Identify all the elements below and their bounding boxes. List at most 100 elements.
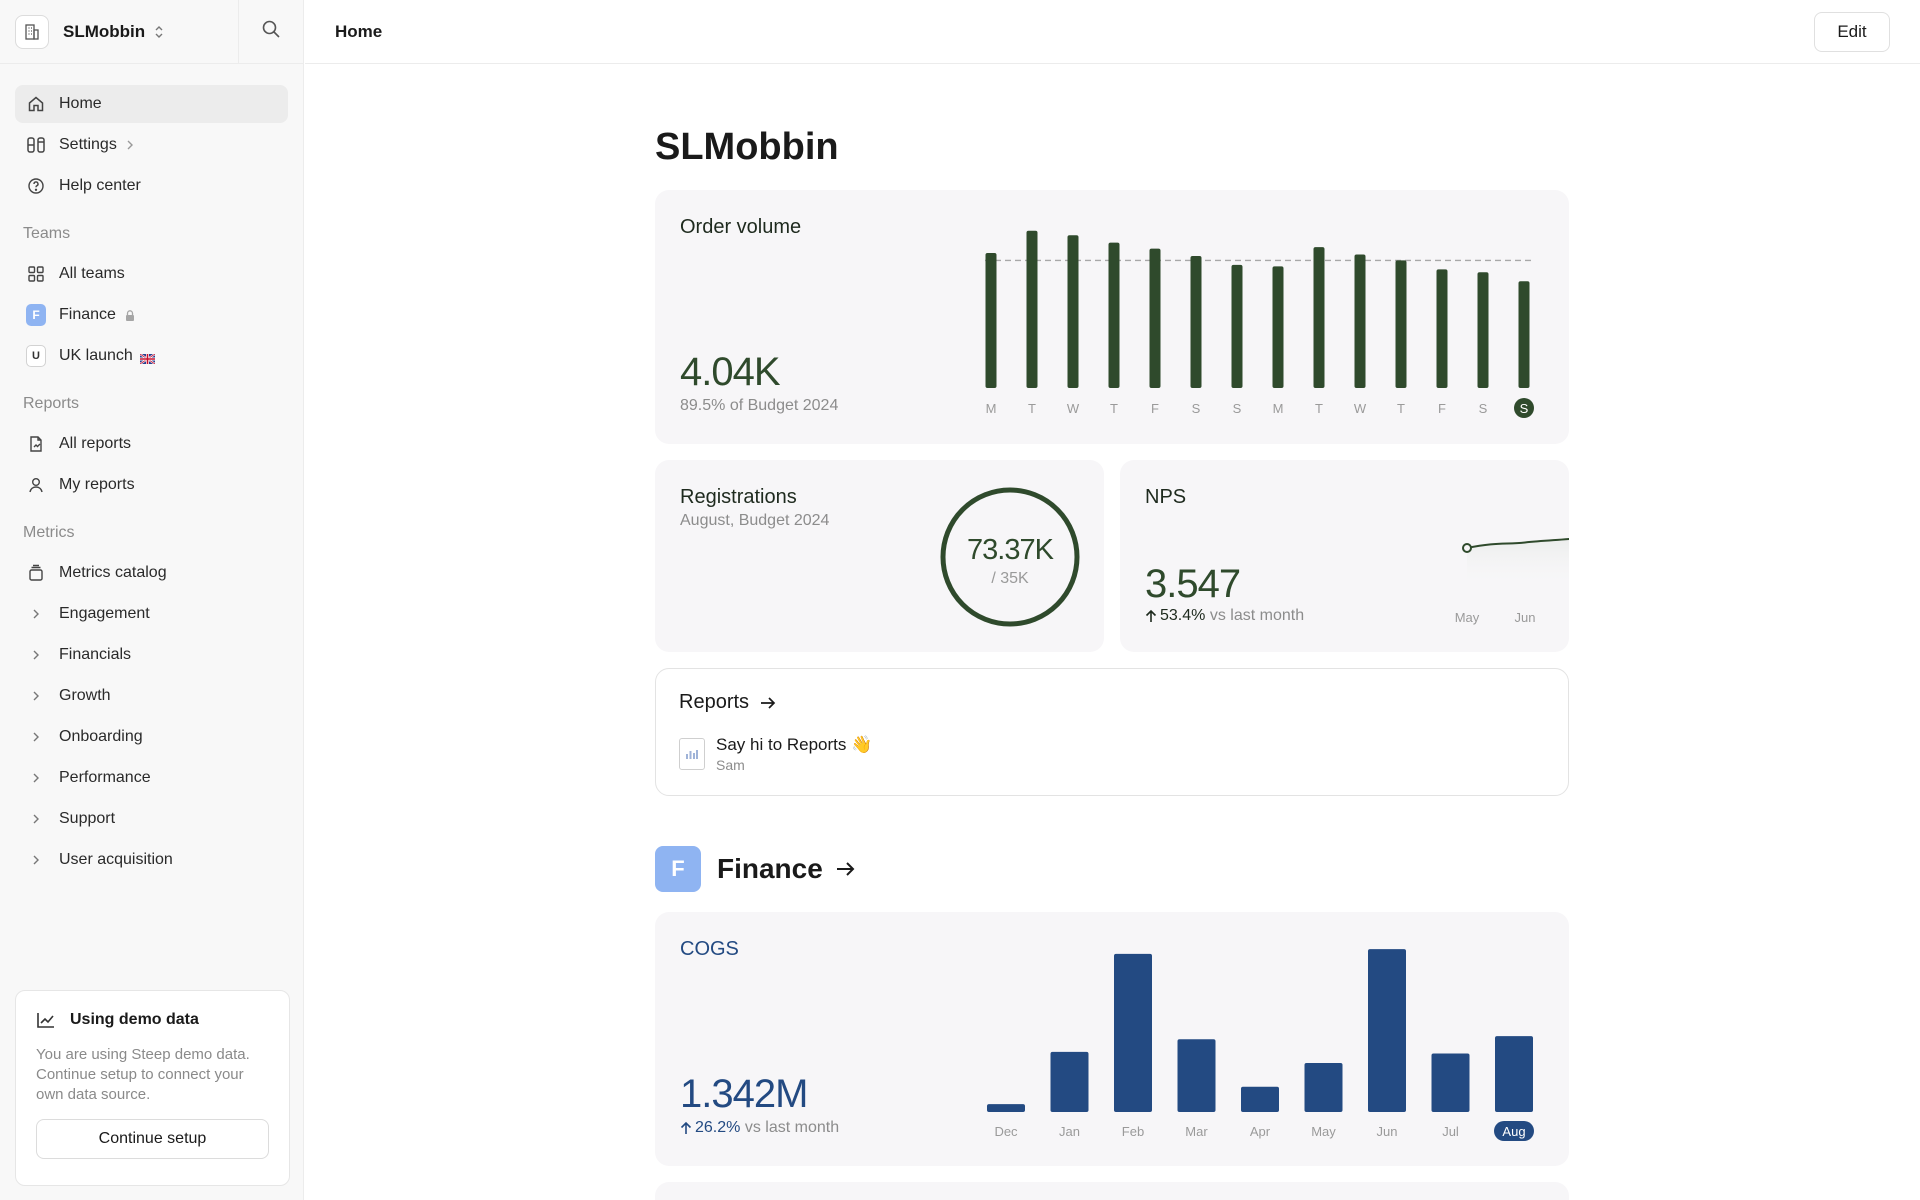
report-name: Say hi to Reports 👋 [716,735,873,754]
order-volume-bar[interactable] [985,253,997,388]
demo-data-panel: Using demo data You are using Steep demo… [15,990,290,1186]
cogs-bar[interactable] [987,1104,1025,1112]
breadcrumb[interactable]: Home [335,21,383,41]
x-tick-label: Jun [1377,1124,1398,1139]
sidebar-item-uk-launch[interactable]: U UK launch [15,337,288,375]
highlight-month-pill [1494,1121,1534,1141]
continue-setup-button[interactable]: Continue setup [36,1119,269,1159]
cogs-chart: Dec Jan Feb Mar Apr May Jun Jul Aug [987,949,1534,1141]
registrations-title: Registrations [680,486,797,508]
order-volume-bar[interactable] [1067,235,1079,388]
progress-ring [940,487,1080,627]
order-volume-bar[interactable] [1190,255,1202,388]
reports-link[interactable]: Reports [679,691,777,714]
sidebar-item-all-teams[interactable]: All teams [15,255,288,293]
x-tick-label: F [1438,401,1446,416]
workspace-name: SLMobbin [63,21,146,41]
sidebar-item-settings[interactable]: Settings [15,126,288,164]
demo-description: You are using Steep demo data. Continue … [36,1046,250,1103]
finance-section-title: Finance [717,853,823,884]
chevron-right-icon [125,139,135,151]
nps-change-suffix: vs last month [1209,607,1305,624]
finance-section-header[interactable]: F Finance [655,846,857,892]
x-tick-label: W [1067,401,1080,416]
cogs-bar[interactable] [1241,1086,1279,1112]
order-volume-subtitle: 89.5% of Budget 2024 [680,397,839,414]
cogs-title: COGS [680,938,739,960]
order-volume-bar[interactable] [1231,264,1243,388]
sidebar-nav: Home Settings Help center Teams All team… [0,64,303,879]
report-item[interactable]: Say hi to Reports 👋 Sam [679,735,872,773]
cogs-card[interactable]: COGS 1.342M 26.2% vs last month Dec Jan Fe… [655,912,1569,1166]
cogs-bar[interactable] [1177,1039,1216,1112]
x-tick-label: T [1028,401,1036,416]
home-icon [26,94,46,114]
demo-title: Using demo data [70,1011,199,1028]
x-tick-label: F [1151,401,1159,416]
x-tick-label: S [1479,401,1488,416]
sidebar-item-home[interactable]: Home [15,85,288,123]
sidebar: SLMobbin Home Settings [0,0,304,1200]
cogs-bar[interactable] [1431,1053,1470,1112]
order-volume-bar[interactable] [1108,242,1120,388]
sidebar-item-user-acquisition[interactable]: User acquisition [15,841,288,879]
teams-section-label: Teams [23,225,71,242]
top-bar: Home Edit [305,0,1920,64]
nps-title: NPS [1145,486,1187,508]
cogs-bar[interactable] [1495,1036,1533,1112]
sidebar-item-support[interactable]: Support [15,800,288,838]
cogs-bar[interactable] [1368,949,1406,1112]
sidebar-item-growth[interactable]: Growth [15,677,288,715]
sidebar-item-finance[interactable]: F Finance [15,296,288,334]
order-volume-bar[interactable] [1313,247,1325,388]
order-volume-bar[interactable] [1518,281,1530,388]
uk-badge-wrap: U [26,345,46,367]
x-tick-label: Dec [994,1124,1018,1139]
order-volume-bar[interactable] [1354,254,1366,389]
sidebar-item-performance[interactable]: Performance [15,759,288,797]
cogs-bar[interactable] [1114,953,1152,1112]
order-volume-bar[interactable] [1272,266,1284,388]
x-tick-label: T [1397,401,1405,416]
nps-card[interactable]: NPS 3.547 53.4% vs last month MayJunJulA… [1120,460,1569,652]
cogs-value: 1.342M [680,1072,808,1116]
search-button[interactable] [239,0,303,64]
registrations-card[interactable]: Registrations August, Budget 2024 73.37K… [655,460,1104,652]
sidebar-item-metrics-catalog[interactable]: Metrics catalog [15,554,288,592]
sidebar-item-onboarding[interactable]: Onboarding [15,718,288,756]
x-tick-label: Jan [1059,1124,1080,1139]
nps-area [1467,539,1569,595]
nps-point-start[interactable] [1462,543,1472,553]
user-icon [26,475,46,495]
next-metric-card[interactable] [655,1182,1569,1200]
finance-team-badge: F [26,304,46,326]
cogs-change-value: 26.2% [695,1119,741,1136]
x-tick-label: S [1233,401,1242,416]
sidebar-item-engagement[interactable]: Engagement [15,595,288,633]
order-volume-bar[interactable] [1026,230,1038,388]
order-volume-bar[interactable] [1477,272,1489,388]
sidebar-item-all-reports[interactable]: All reports [15,425,288,463]
order-volume-bar[interactable] [1436,269,1448,388]
report-doc-icon [679,738,705,770]
sidebar-item-financials[interactable]: Financials [15,636,288,674]
sidebar-item-label: All teams [59,265,125,282]
order-volume-card[interactable]: Order volume 4.04K 89.5% of Budget 2024 … [655,190,1569,444]
arrow-right-icon [759,696,777,710]
chevron-updown-icon [153,24,165,40]
sidebar-item-my-reports[interactable]: My reports [15,466,288,504]
sidebar-item-help-center[interactable]: Help center [15,167,288,205]
edit-button[interactable]: Edit [1814,12,1890,52]
search-icon [261,19,281,44]
sidebar-item-label: Performance [59,769,151,786]
order-volume-bar[interactable] [1395,260,1407,388]
chevron-right-icon [26,727,46,747]
settings-icon [26,135,46,155]
order-volume-bar[interactable] [1149,248,1161,388]
cogs-bar[interactable] [1304,1062,1343,1112]
workspace-switcher[interactable]: SLMobbin [0,0,239,64]
page-title: SLMobbin [655,126,839,168]
building-icon [15,14,49,49]
cogs-bar[interactable] [1050,1051,1089,1112]
